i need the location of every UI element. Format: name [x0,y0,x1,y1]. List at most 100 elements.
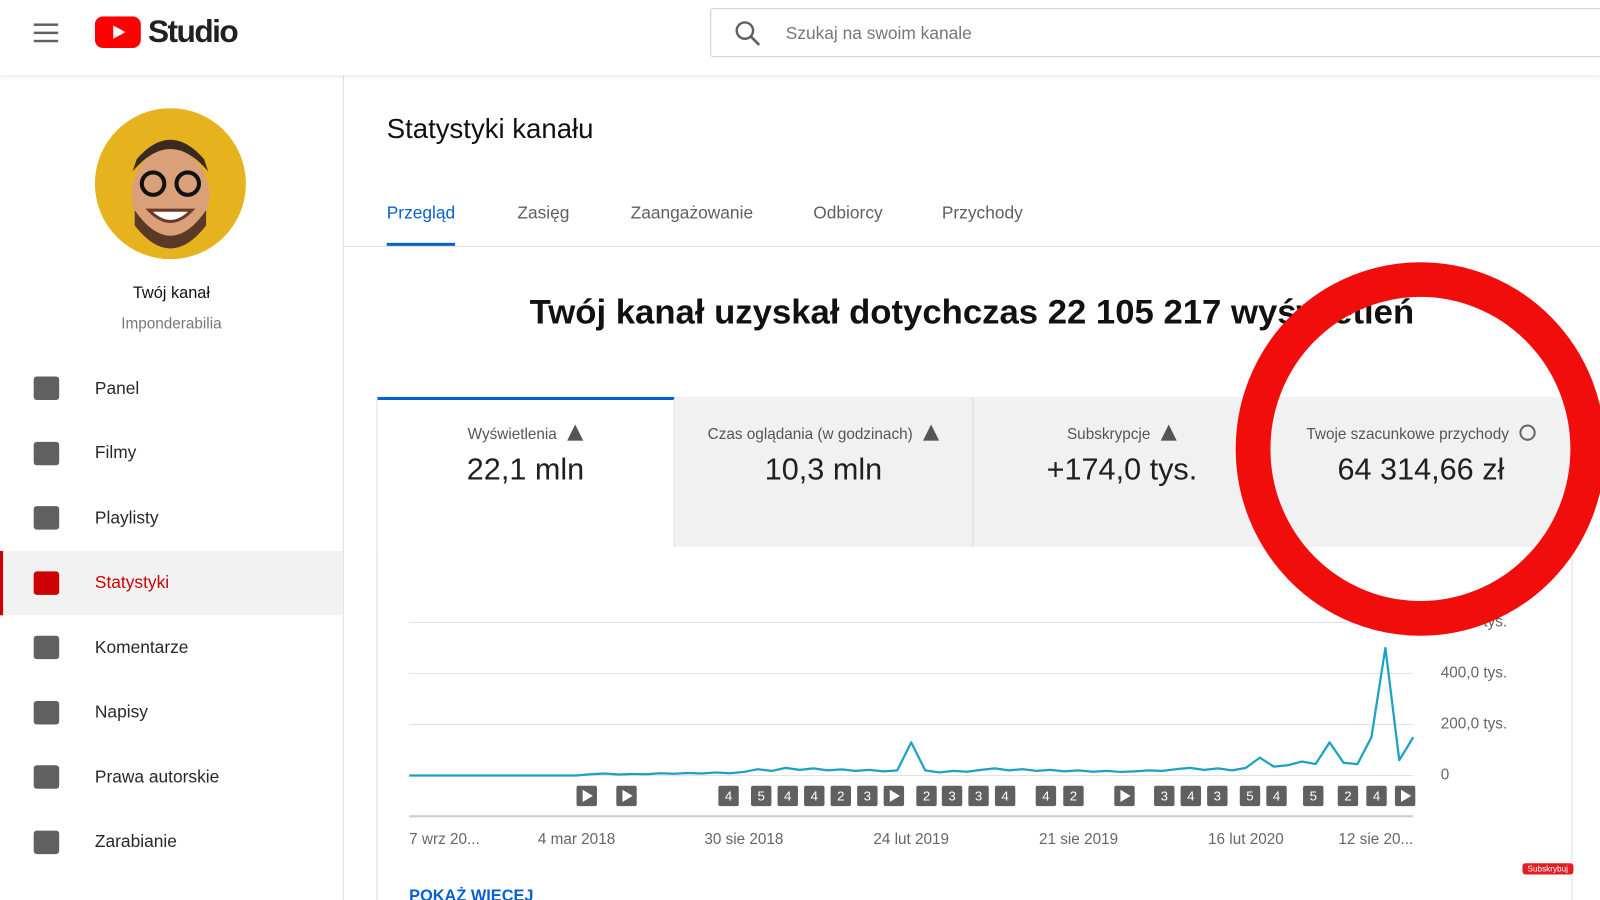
video-marker [857,785,878,807]
metric-label: Czas oglądania (w godzinach) [674,424,972,443]
x-tick-label: 30 sie 2018 [704,831,783,848]
x-tick-label: 21 sie 2019 [1039,831,1118,848]
marker-count: 4 [725,788,732,803]
metric-label: Subskrypcje [973,424,1270,443]
chart-panel [376,396,1573,900]
video-marker [718,785,739,807]
marker-count: 3 [948,788,955,803]
header: Studio Szukaj na swoim kanale [0,0,1600,76]
video-marker [1063,785,1084,807]
metric-value: +174,0 tys. [1046,453,1198,487]
video-marker [1303,785,1324,807]
logo-text[interactable]: Studio [147,13,239,49]
marker-count: 2 [1344,788,1351,803]
channel-name: Imponderabilia [121,315,222,333]
marker-count: 3 [864,788,871,803]
nav-icon [33,570,60,595]
tab-underline [386,242,456,246]
marker-count: 3 [975,788,982,803]
nav-label: Statystyki [94,572,170,592]
tab[interactable]: Przegląd [386,203,456,223]
active-indicator [0,550,4,615]
avatar[interactable] [94,108,247,261]
channel-title: Twój kanał [132,284,210,303]
video-marker [830,785,852,807]
marker-count: 4 [1187,788,1194,803]
video-marker [1337,785,1359,807]
video-marker [1180,785,1202,807]
metric-card[interactable]: Czas oglądania (w godzinach) 10,3 mln [674,396,974,547]
nav-item[interactable]: Panel [0,356,343,420]
page-title: Statystyki kanału [386,113,594,144]
marker-count: 3 [1214,788,1221,803]
video-marker [777,785,798,807]
nav-icon [33,441,60,465]
y-tick-label: 200,0 tys. [1441,716,1507,733]
nav-icon [33,506,60,530]
tab[interactable]: Przychody [941,203,1023,223]
nav-icon [33,700,60,724]
marker-count: 4 [1373,788,1380,803]
nav-label: Prawa autorskie [94,766,220,787]
marker-count: 2 [923,788,930,803]
video-marker [1154,785,1175,807]
show-more[interactable]: POKAŻ WIĘCEJ [409,887,534,900]
metric-value: 22,1 mln [466,453,585,487]
nav-item[interactable]: Statystyki [0,550,343,615]
nav-item[interactable]: Zarabianie [0,810,343,874]
play-icon [1120,789,1131,803]
nav-item[interactable]: Komentarze [0,615,343,679]
play-icon [622,789,633,803]
video-marker [804,785,825,807]
nav-item[interactable]: Playlisty [0,486,343,550]
tab[interactable]: Odbiorcy [813,203,883,223]
marker-count: 4 [784,788,791,803]
nav-label: Playlisty [94,507,159,528]
nav-item[interactable]: Prawa autorskie [0,745,343,809]
x-tick-label: 24 lut 2019 [873,831,949,848]
marker-count: 4 [811,788,818,803]
nav-item[interactable]: Filmy [0,421,343,485]
video-marker [751,785,772,807]
metric-value: 10,3 mln [764,453,883,487]
video-marker [994,785,1016,807]
marker-count: 5 [1246,788,1253,803]
tab[interactable]: Zasięg [517,203,570,223]
nav-item[interactable]: Napisy [0,680,343,744]
video-marker [1266,785,1287,807]
play-icon [889,789,900,803]
logo-icon [94,16,141,48]
nav-label: Napisy [94,702,148,722]
nav-icon [33,830,60,854]
search-placeholder: Szukaj na swoim kanale [785,23,972,43]
nav-icon [33,635,60,660]
marker-count: 5 [1310,788,1317,803]
video-marker [1207,785,1228,807]
marker-count: 2 [1070,788,1077,803]
views-line [409,646,1415,777]
nav-icon [33,765,60,789]
nav-label: Panel [94,378,140,398]
subscribe-badge[interactable]: Subskrybuj [1522,863,1574,875]
search-box[interactable]: Szukaj na swoim kanale [710,8,1600,58]
play-icon [1401,789,1412,803]
tab[interactable]: Zaangażowanie [630,203,754,223]
y-tick-label: 600,0 tys. [1441,613,1507,630]
metric-card[interactable]: Subskrypcje +174,0 tys. [973,396,1272,547]
video-marker [1239,785,1261,807]
nav-label: Komentarze [94,637,189,657]
marker-count: 4 [1273,788,1280,803]
sidebar: Twój kanał Imponderabilia Panel Filmy Play… [0,75,344,900]
x-tick-label: 7 wrz 20... [409,831,480,848]
tabs-divider [343,245,1600,247]
video-marker [916,785,937,807]
play-icon [582,789,593,803]
marker-count: 4 [1042,788,1049,803]
video-marker [941,785,963,807]
y-tick-label: 0 [1441,767,1450,784]
video-marker [1035,785,1057,807]
metric-card[interactable]: Wyświetlenia 22,1 mln [377,396,675,547]
menu-button[interactable] [33,22,61,43]
